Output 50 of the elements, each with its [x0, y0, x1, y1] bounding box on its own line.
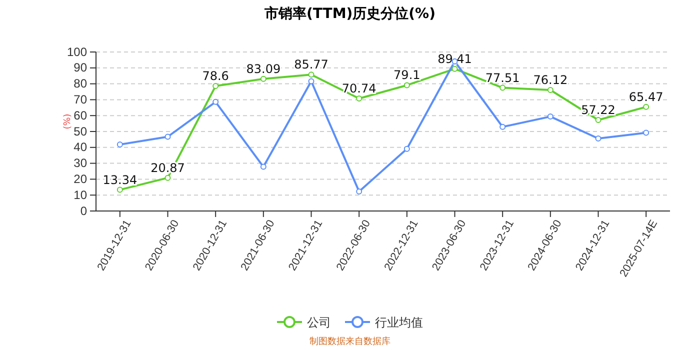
point: [356, 96, 362, 102]
y-tick-label: 50: [74, 124, 88, 138]
point: [500, 84, 506, 91]
point: [164, 134, 171, 140]
point: [212, 83, 219, 90]
chart-title: 市销率(TTM)历史分位(%): [264, 5, 436, 22]
point: [595, 117, 602, 124]
point: [452, 66, 458, 72]
text: 制图数据来自数据库: [310, 336, 390, 347]
legend-label: 公司: [307, 316, 331, 330]
y-tick-label: 80: [74, 76, 88, 91]
point: [164, 174, 171, 181]
point: [595, 135, 602, 142]
data-label: 65.47: [628, 90, 664, 104]
data-label: 13.34: [102, 172, 138, 187]
legend-label: 行业均值: [375, 316, 423, 330]
point: [547, 86, 554, 93]
data-label: 89.41: [438, 52, 472, 66]
y-tick-label: 20: [74, 172, 88, 186]
point: [116, 186, 123, 193]
data-label: 76.12: [533, 72, 568, 87]
y-tick-label: 70: [74, 92, 88, 107]
y-tick-label: 90: [74, 60, 88, 75]
y-tick-label: 0: [80, 204, 88, 218]
y-axis-title: (%): [63, 114, 73, 130]
data-label: 85.77: [294, 58, 328, 72]
y-tick-label: 60: [74, 108, 88, 122]
y-tick-label: 100: [66, 44, 88, 59]
data-label: 79.1: [394, 68, 420, 82]
point: [643, 104, 650, 110]
point: [356, 188, 362, 194]
point: [547, 114, 554, 120]
point: [260, 76, 266, 82]
data-label: 78.6: [202, 69, 229, 84]
y-tick-label: 40: [74, 140, 88, 154]
y-tick-label: 10: [74, 188, 88, 202]
point: [308, 72, 314, 78]
point: [500, 124, 506, 130]
y-tick-label: 30: [74, 156, 88, 170]
point: [212, 98, 219, 105]
point: [116, 142, 123, 148]
point: [308, 78, 314, 84]
data-label: 70.74: [342, 82, 376, 96]
point: [404, 82, 410, 88]
data-label: 57.22: [581, 103, 616, 118]
data-label: 83.09: [246, 62, 281, 76]
point: [404, 146, 410, 152]
data-label: 77.51: [485, 70, 520, 85]
point: [643, 130, 650, 136]
point: [260, 164, 266, 170]
